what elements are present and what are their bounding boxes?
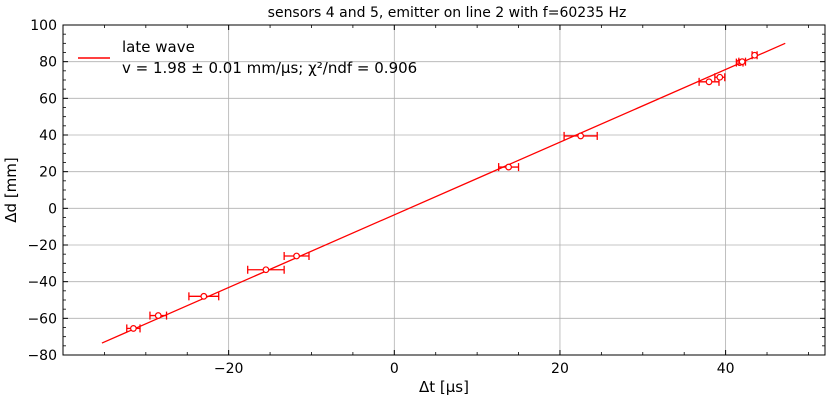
y-axis-label: Δd [mm] <box>2 157 20 222</box>
y-tick-label: 80 <box>39 55 57 71</box>
data-point <box>738 58 746 66</box>
y-tick-label: −60 <box>27 311 57 327</box>
chart-title: sensors 4 and 5, emitter on line 2 with … <box>268 5 627 21</box>
data-point <box>293 252 300 260</box>
y-tick-label: −20 <box>27 238 57 254</box>
data-point <box>577 132 585 140</box>
grid <box>63 25 825 355</box>
legend: late wave v = 1.98 ± 0.01 mm/μs; χ²/ndf … <box>78 38 417 77</box>
ticks: −20 0 20 40 −80 −60 −40 −20 0 20 40 60 80 100 <box>27 18 825 377</box>
x-tick-label: −20 <box>214 361 244 377</box>
x-tick-label: 40 <box>717 361 735 377</box>
data-point <box>154 312 162 319</box>
fit-line <box>101 42 786 344</box>
y-tick-label: 20 <box>39 165 57 181</box>
data-point <box>262 266 270 274</box>
legend-annotation: v = 1.98 ± 0.01 mm/μs; χ²/ndf = 0.906 <box>122 59 417 77</box>
y-tick-label: 60 <box>39 91 57 107</box>
y-tick-label: 100 <box>30 18 57 34</box>
x-tick-label: 0 <box>390 361 399 377</box>
y-tick-label: 0 <box>48 201 57 217</box>
y-tick-label: −80 <box>27 348 57 364</box>
data-point <box>716 73 724 81</box>
data-point <box>505 163 513 171</box>
x-axis-label: Δt [μs] <box>419 378 469 396</box>
legend-label: late wave <box>122 38 195 56</box>
data-marks <box>101 42 786 344</box>
y-tick-label: 40 <box>39 128 57 144</box>
data-point <box>200 292 208 300</box>
data-point <box>130 325 137 332</box>
data-point <box>705 78 713 86</box>
data-point <box>751 51 758 59</box>
y-tick-label: −40 <box>27 275 57 291</box>
x-tick-label: 20 <box>551 361 569 377</box>
